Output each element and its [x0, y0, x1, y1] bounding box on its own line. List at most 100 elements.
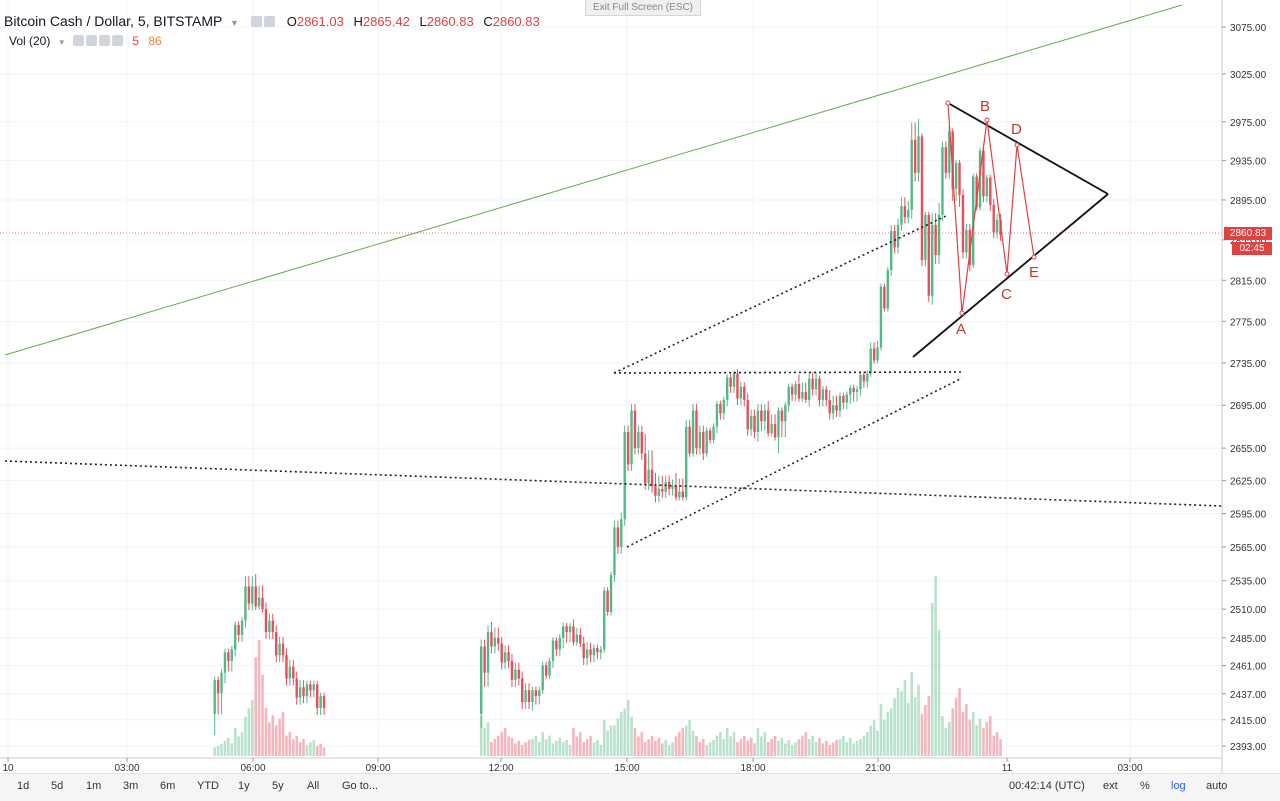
candle-body	[620, 519, 623, 547]
volume-bar	[920, 714, 924, 756]
volume-bar	[811, 736, 814, 756]
candle-body	[644, 453, 647, 484]
candle-body	[480, 646, 483, 714]
volume-bar	[865, 732, 869, 756]
volume-bar	[698, 742, 702, 756]
candle-body	[213, 679, 216, 714]
candle-body	[876, 347, 879, 361]
candle-body	[596, 647, 599, 653]
log-toggle[interactable]: log	[1171, 780, 1186, 792]
range-1y[interactable]: 1y	[238, 780, 250, 792]
auto-toggle[interactable]: auto	[1206, 780, 1228, 792]
volume-bar	[264, 708, 268, 756]
candle-body	[483, 646, 486, 673]
time-tick-label: 10	[2, 763, 14, 773]
time-tick-label: 09:00	[365, 763, 390, 773]
chevron-down-icon[interactable]: ▼	[57, 38, 66, 47]
volume-bar	[821, 743, 825, 756]
volume-value-2: 86	[148, 34, 162, 48]
candle-body	[743, 386, 746, 400]
close-value: 2860.83	[492, 14, 540, 29]
volume-bar	[619, 712, 623, 756]
range-all[interactable]: All	[307, 780, 320, 792]
gear-icon[interactable]	[85, 35, 97, 46]
utc-clock[interactable]: 00:42:14 (UTC)	[1009, 780, 1085, 792]
volume-bar	[886, 711, 890, 756]
volume-bar	[555, 740, 558, 756]
time-tick-label: 03:00	[1117, 763, 1142, 773]
plus-icon[interactable]	[98, 35, 110, 46]
volume-bar	[708, 742, 712, 756]
volume-label[interactable]: Vol (20)	[9, 34, 51, 48]
candle-body	[954, 163, 958, 189]
volume-value-1: 5	[132, 34, 139, 48]
volume-bar	[965, 704, 968, 756]
range-1d[interactable]: 1d	[17, 780, 30, 792]
range-6m[interactable]: 6m	[160, 780, 176, 792]
time-tick-label: 03:00	[114, 763, 139, 773]
volume-bar	[643, 742, 647, 756]
volume-bar	[691, 730, 695, 756]
volume-bar	[315, 745, 319, 756]
close-icon[interactable]	[111, 35, 123, 46]
volume-bar	[678, 732, 681, 756]
volume-bar	[736, 742, 739, 756]
volume-bar	[719, 732, 722, 756]
volume-bar	[657, 738, 661, 756]
candle-body	[312, 684, 315, 691]
candle-body	[688, 426, 691, 454]
wave-point	[1014, 142, 1020, 148]
volume-bar	[818, 738, 821, 756]
volume-bar	[828, 744, 832, 756]
candle-body	[661, 488, 664, 492]
volume-bar	[510, 738, 514, 756]
volume-bar	[541, 732, 545, 756]
candle-body	[845, 394, 848, 403]
range-3m[interactable]: 3m	[123, 780, 139, 792]
candle-body	[230, 649, 233, 662]
volume-bar	[291, 739, 295, 756]
ext-toggle[interactable]: ext	[1103, 780, 1118, 792]
candle-body	[995, 219, 999, 233]
price-chart[interactable]: A B C D E 3075.00 3025.00 2975.00 2935.00 28…	[0, 0, 1280, 773]
label-a: A	[956, 321, 966, 338]
range-ytd[interactable]: YTD	[197, 780, 219, 792]
price-tick-label: 2895.00	[1230, 196, 1267, 207]
candle-body	[869, 348, 872, 374]
volume-bar	[883, 719, 886, 756]
chevron-down-icon[interactable]: ▼	[230, 18, 239, 28]
range-5d[interactable]: 5d	[51, 780, 64, 792]
candle-body	[811, 378, 814, 390]
candle-body	[838, 395, 842, 411]
candle-body	[514, 669, 517, 680]
range-5y[interactable]: 5y	[272, 780, 284, 792]
open-label: O	[286, 14, 297, 29]
settings-icon[interactable]	[250, 16, 262, 27]
price-axis[interactable]: 3075.00 3025.00 2975.00 2935.00 2895.00 2855.…	[1222, 23, 1267, 753]
candle-body	[626, 431, 630, 465]
exit-fullscreen-button[interactable]: Exit Full Screen (ESC)	[585, 0, 701, 16]
price-tick-label: 2775.00	[1230, 317, 1267, 328]
percent-toggle[interactable]: %	[1140, 780, 1150, 792]
candle-body	[900, 206, 903, 225]
candle-body	[951, 131, 954, 189]
volume-bar	[879, 704, 883, 756]
candle-body	[264, 609, 268, 633]
candle-body	[726, 377, 729, 400]
volume-bar	[247, 708, 251, 756]
price-tick-label: 2655.00	[1230, 444, 1267, 455]
goto-button[interactable]: Go to...	[342, 780, 379, 792]
dropdown-icon[interactable]	[263, 16, 275, 27]
symbol-title[interactable]: Bitcoin Cash / Dollar, 5, BITSTAMP	[4, 13, 223, 29]
eye-icon[interactable]	[72, 35, 84, 46]
high-value: 2865.42	[362, 14, 410, 29]
candle-body	[500, 643, 503, 663]
time-axis[interactable]: 10 03:00 06:00 09:00 12:00 15:00 18:00 21:00 11 0…	[2, 758, 1143, 773]
candle-body	[630, 410, 633, 465]
candle-body	[555, 640, 558, 650]
candle-body	[958, 163, 961, 196]
range-1m[interactable]: 1m	[86, 780, 102, 792]
volume-bar	[722, 739, 726, 756]
candle-body	[821, 389, 825, 400]
volume-bar	[763, 732, 767, 756]
